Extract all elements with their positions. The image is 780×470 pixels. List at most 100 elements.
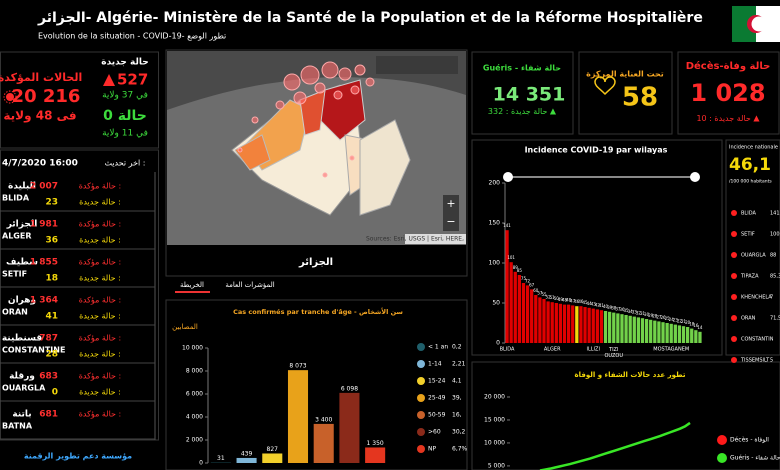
confirmed-label: حالة مؤكدة : (79, 258, 122, 267)
value-label: 28 (652, 314, 658, 319)
new-label: حالة جديدة (101, 58, 148, 68)
value-label: 23 (673, 318, 679, 323)
icu-label: تحت العناية المركزة (586, 70, 664, 79)
incidence-item-value: 100,6 (770, 232, 780, 238)
legend-label: NP (428, 446, 436, 453)
footer: مؤسسة دعم تطوير الرقمنة (24, 452, 132, 461)
incidence-name: TIPAZA (740, 274, 759, 280)
bar (554, 303, 558, 343)
new: 0 (52, 388, 58, 398)
incidence-item-value: 85,3 (770, 274, 780, 280)
svg-text:+: + (446, 197, 455, 210)
value-label: 37 (615, 306, 621, 311)
incidence-item-value: 5 (770, 358, 773, 364)
new: 18 (45, 274, 58, 284)
bar (640, 318, 645, 343)
deaths-label: Décès-حالة وفاة (686, 60, 771, 72)
bar (591, 308, 595, 343)
incidence-value: 46,1 (729, 155, 771, 175)
chart-title: Incidence COVID-19 par wilayas (525, 146, 668, 155)
confirmed: 787 (39, 334, 58, 344)
value-label: 46 (574, 299, 580, 304)
bar (571, 305, 575, 343)
value-label: 33 (632, 310, 638, 315)
value-label: 22 (677, 318, 683, 323)
legend-label: < 1 an (428, 344, 448, 351)
legend-dot (731, 357, 737, 363)
legend-value: 30,2 (452, 429, 466, 436)
heart-icon (594, 76, 616, 96)
bar (620, 314, 624, 343)
bar (525, 285, 530, 343)
slider-handle[interactable] (503, 172, 513, 182)
confirmed-label: حالة مؤكدة : (79, 182, 122, 191)
map-sources: Sources: Esri, USGS | Esri, HERE, (366, 236, 464, 243)
value-label: 31 (217, 455, 225, 462)
value-label: 439 (241, 450, 253, 457)
subtitle: Evolution de la situation - COVID-19- تط… (38, 32, 226, 41)
zero-value: 0 حالة (103, 108, 147, 124)
value-label: 27 (656, 314, 662, 319)
bar (587, 307, 591, 343)
bar (505, 230, 509, 343)
new: 36 (45, 236, 58, 246)
value-label: 29 (648, 313, 654, 318)
legend-marker (417, 428, 425, 436)
bar (616, 313, 620, 343)
wilaya-name: BLIDA (2, 194, 30, 203)
legend-dot (731, 252, 737, 258)
bar (669, 323, 673, 343)
slider-handle[interactable] (690, 172, 700, 182)
wilaya-ar: البليدة (8, 182, 36, 192)
legend-marker (717, 435, 727, 445)
value-label: 85 (517, 268, 523, 273)
new-label: حالة جديدة : (79, 236, 121, 245)
confirmed-label: حالة مؤكدة : (79, 296, 122, 305)
bar (690, 328, 694, 343)
flag (732, 6, 780, 42)
bar (546, 301, 550, 343)
x-tick-label: ALGER (544, 347, 561, 353)
bar (685, 327, 690, 343)
bar (608, 311, 612, 343)
bar (538, 297, 542, 343)
new: 23 (45, 198, 58, 208)
bar (530, 289, 534, 343)
legend-dot (731, 294, 737, 300)
value-label: 72 (525, 278, 531, 283)
value-label: 18 (689, 322, 695, 327)
tab[interactable]: الخريطة (180, 281, 204, 289)
incidence-item-value: 71,5 (770, 316, 780, 322)
bar (628, 315, 632, 343)
confirmed: 1 855 (30, 258, 58, 268)
value-label: 6 098 (341, 385, 358, 392)
plot-area (539, 421, 691, 470)
legend-marker (717, 453, 727, 463)
bar (649, 319, 653, 343)
bar (558, 303, 563, 343)
incidence-name: BLIDA (741, 211, 756, 217)
bar (644, 319, 649, 343)
confirmed-label: حالة مؤكدة : (79, 220, 122, 229)
incidence-unit: /100 000 habitants (729, 179, 772, 185)
map: + − Sources: Esri, USGS | Esri, HERE, الج… (167, 51, 466, 268)
confirmed: 1 981 (30, 220, 58, 230)
legend-value: 4,1 (452, 378, 462, 385)
y-tick-label: 0 (496, 340, 500, 347)
legend-value: 39, (452, 395, 462, 402)
bar (513, 271, 517, 343)
bar (673, 324, 677, 343)
incidence-item-value: 88 (770, 253, 776, 259)
new: 28 (45, 350, 58, 360)
value-label: 101 (507, 255, 515, 260)
legend-value: 6,7% (452, 446, 468, 453)
update-value: 4/7/2020 16:00 (2, 159, 78, 169)
bar (603, 311, 608, 343)
incidence-name: CONSTANTIN (741, 337, 774, 343)
tab[interactable]: المؤشرات العامة (225, 281, 274, 289)
legend-marker (417, 445, 425, 453)
x-tick-label: ILLIZI (587, 347, 600, 353)
value-label: 43 (591, 302, 597, 307)
y-tick-label: 4 000 (186, 414, 203, 421)
